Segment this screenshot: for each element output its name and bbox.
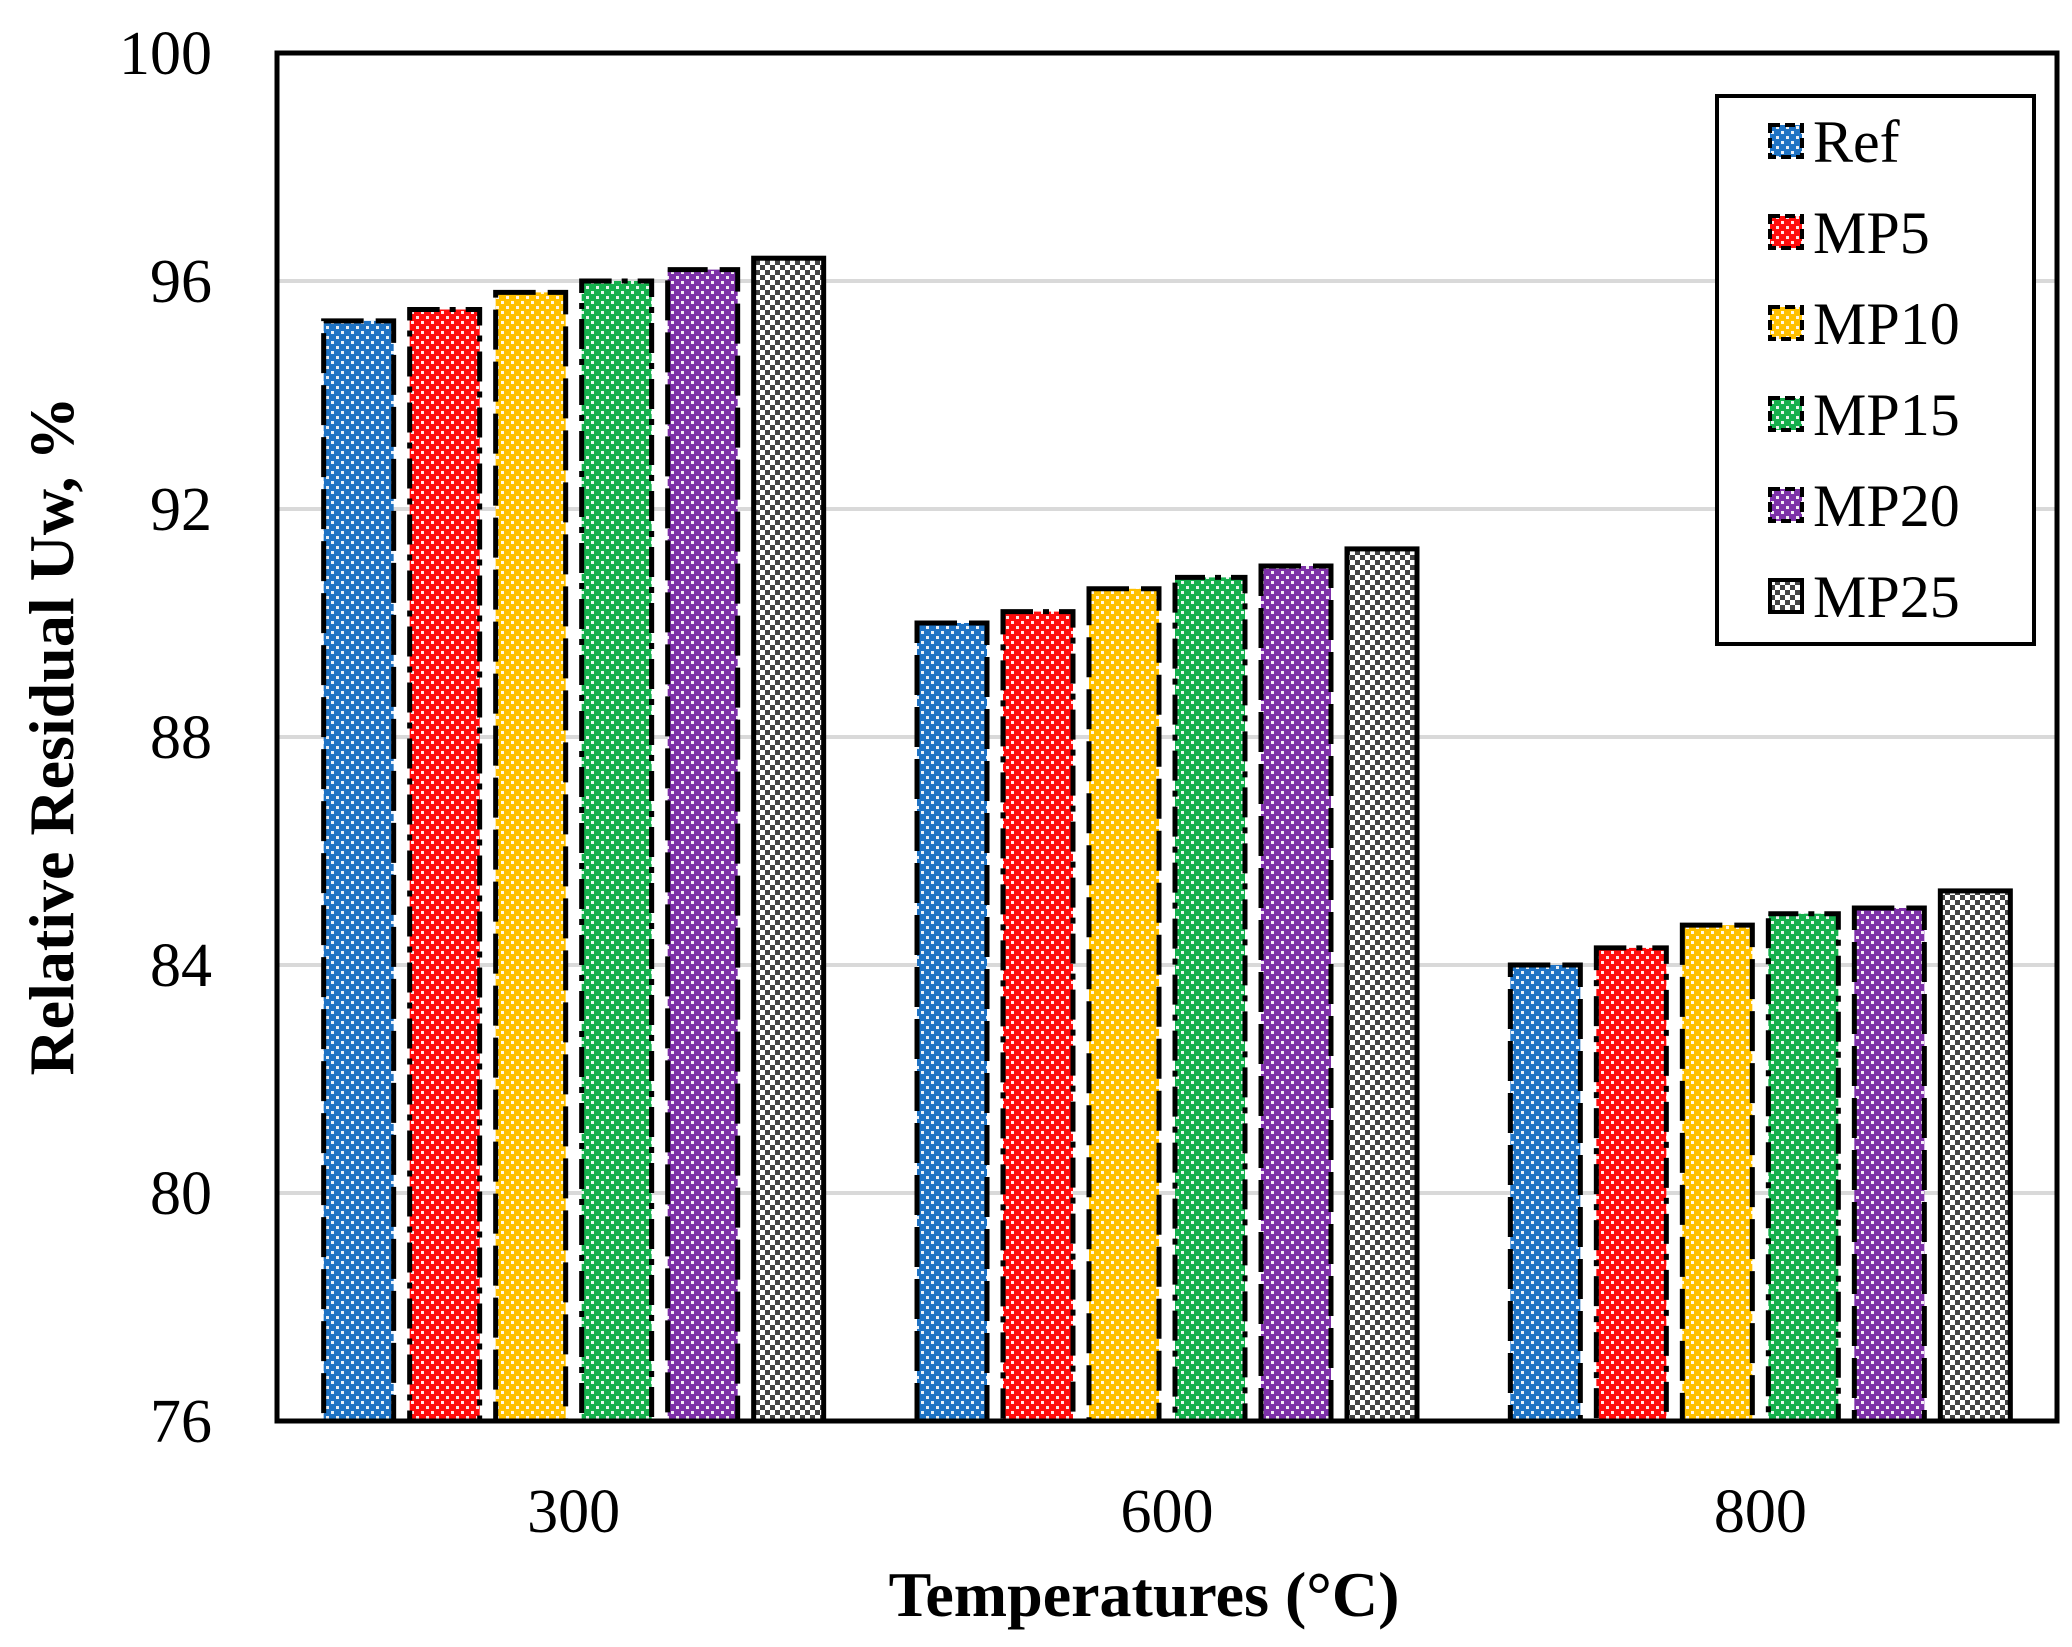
bar-mp15-600 [1172, 574, 1248, 1424]
x-tick-label: 800 [1714, 1478, 1807, 1546]
legend-label-mp15: MP15 [1813, 382, 1960, 448]
bar-ref-600 [914, 620, 990, 1424]
legend-label-mp5: MP5 [1813, 200, 1930, 266]
x-tick-label: 600 [1121, 1478, 1214, 1546]
legend-swatch-mp25 [1768, 578, 1804, 614]
y-tick-label: 84 [150, 932, 212, 1000]
bar-mp20-800 [1851, 905, 1927, 1424]
y-tick-labels: 76 80 84 88 92 96 100 [119, 20, 212, 1456]
bar-mp15-300 [579, 278, 655, 1424]
legend-label-ref: Ref [1813, 109, 1900, 175]
y-tick-label: 100 [119, 20, 212, 88]
legend-box [1715, 94, 2036, 646]
legend-label-mp10: MP10 [1813, 291, 1960, 357]
bar-mp25-800 [1937, 888, 2013, 1424]
x-tick-label: 300 [527, 1478, 620, 1546]
legend-swatch-mp20 [1768, 487, 1804, 523]
bar-ref-800 [1507, 962, 1583, 1424]
legend-swatch-mp15 [1768, 396, 1804, 432]
legend-swatch-mp5 [1768, 214, 1804, 250]
x-tick-labels: 300 600 800 [527, 1478, 1807, 1546]
y-axis-title: Relative Residual Uw, % [16, 396, 87, 1075]
legend-swatch-mp10 [1768, 305, 1804, 341]
bar-mp20-300 [665, 267, 741, 1424]
bar-ref-300 [321, 318, 397, 1424]
bar-mp10-600 [1086, 586, 1162, 1424]
legend-label-mp20: MP20 [1813, 473, 1960, 539]
y-tick-label: 96 [150, 248, 212, 316]
y-tick-label: 76 [150, 1388, 212, 1456]
bar-mp5-300 [407, 307, 483, 1424]
y-tick-label: 88 [150, 704, 212, 772]
bars [321, 255, 2013, 1424]
legend-label-mp25: MP25 [1813, 564, 1960, 630]
x-axis-title: Temperatures (°C) [889, 1559, 1400, 1630]
bar-mp20-600 [1258, 563, 1334, 1424]
y-tick-label: 80 [150, 1160, 212, 1228]
plot-frame [274, 50, 2060, 1424]
bar-mp10-800 [1679, 922, 1755, 1424]
legend: Ref MP5 MP10 MP15 MP20 MP25 [1715, 94, 2036, 646]
bar-mp25-300 [751, 255, 827, 1424]
bar-mp5-600 [1000, 609, 1076, 1424]
bar-mp15-800 [1765, 911, 1841, 1424]
y-tick-label: 92 [150, 476, 212, 544]
bar-mp25-600 [1344, 546, 1420, 1424]
bar-mp10-300 [493, 289, 569, 1424]
bar-mp5-800 [1593, 945, 1669, 1424]
legend-swatch-ref [1768, 123, 1804, 159]
